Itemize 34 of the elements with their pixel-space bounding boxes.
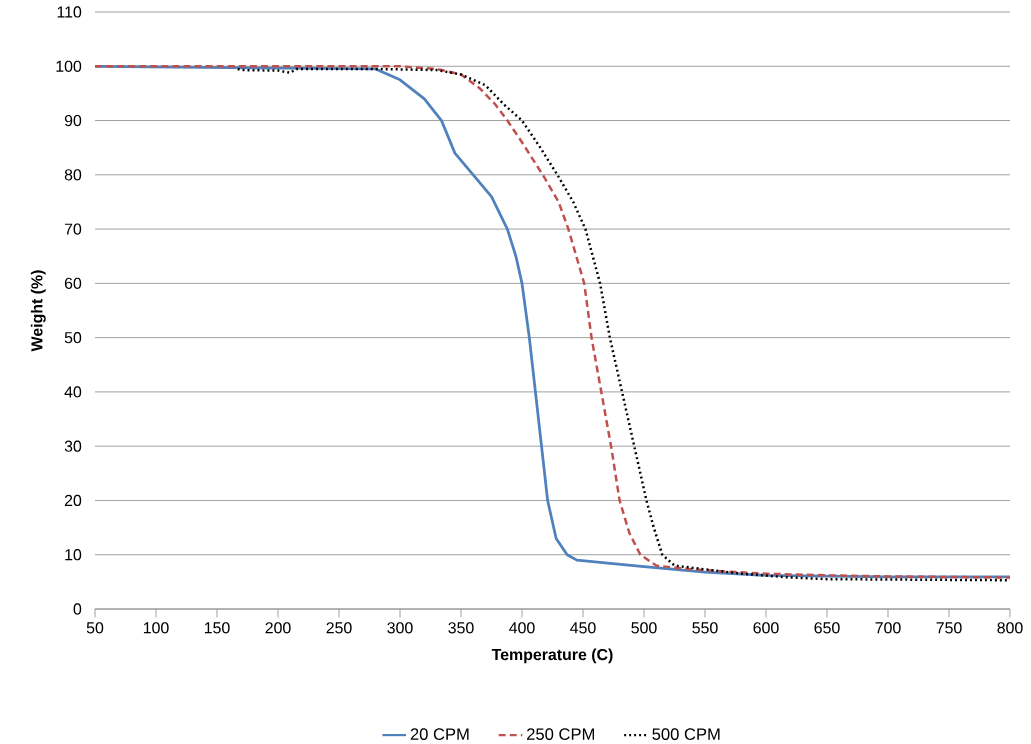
- x-tick-label: 300: [387, 622, 413, 634]
- y-tick-label: 50: [64, 332, 82, 344]
- x-tick-label: 250: [326, 622, 352, 634]
- y-tick-label: 40: [64, 386, 82, 398]
- y-tick-label: 90: [64, 114, 82, 127]
- x-tick-label: 800: [997, 622, 1023, 634]
- y-tick-label: 70: [64, 223, 82, 235]
- x-tick-label: 700: [875, 622, 901, 634]
- y-tick-label: 60: [64, 277, 82, 289]
- y-tick-label: 20: [64, 494, 82, 507]
- legend-label: 20 CPM: [410, 728, 469, 740]
- legend-label: 250 CPM: [527, 728, 595, 740]
- y-axis-title: Weight (%): [30, 270, 46, 352]
- y-tick-label: 10: [65, 549, 82, 561]
- x-tick-label: 500: [631, 622, 657, 634]
- x-tick-label: 350: [448, 622, 474, 634]
- x-axis-title: Temperature (C): [491, 648, 613, 664]
- x-tick-label: 400: [509, 622, 535, 634]
- legend-label: 500 CPM: [652, 728, 720, 740]
- x-tick-label: 750: [936, 622, 962, 634]
- x-tick-label: 600: [753, 622, 779, 634]
- y-tick-label: 0: [73, 603, 82, 615]
- x-tick-label: 50: [86, 622, 104, 634]
- y-tick-label: 80: [64, 169, 82, 181]
- x-tick-label: 100: [143, 622, 169, 634]
- x-tick-label: 200: [265, 622, 291, 634]
- x-tick-label: 450: [570, 622, 596, 634]
- line-series: [236, 67, 1010, 582]
- y-tick-label: 30: [64, 440, 82, 452]
- x-tick-label: 550: [692, 622, 718, 634]
- y-tick-label: 110: [57, 6, 82, 18]
- x-tick-label: 150: [204, 622, 230, 634]
- y-tick-label: 100: [56, 60, 82, 72]
- x-tick-label: 650: [814, 622, 840, 634]
